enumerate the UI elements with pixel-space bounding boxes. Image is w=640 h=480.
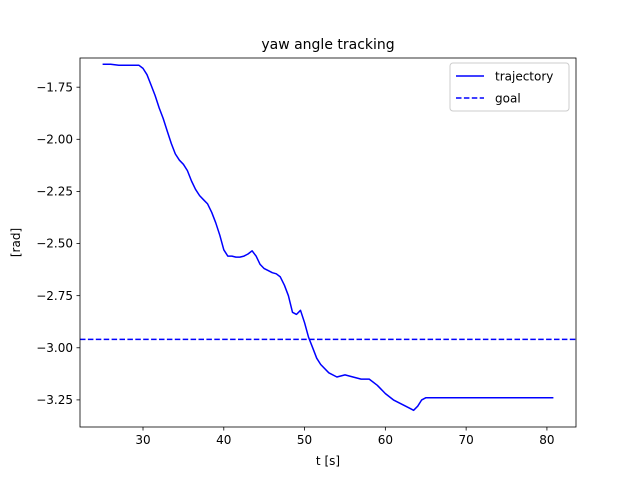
legend: trajectory goal — [449, 62, 570, 112]
y-axis-label: [rad] — [9, 228, 23, 257]
y-tick-label: −2.75 — [36, 289, 73, 303]
x-tick-label: 80 — [539, 433, 554, 447]
y-tick-label: −2.00 — [36, 133, 73, 147]
legend-box — [449, 62, 570, 112]
x-tick-label: 30 — [135, 433, 150, 447]
series-trajectory — [102, 63, 554, 412]
chart-title: yaw angle tracking — [261, 37, 394, 53]
x-tick-label: 60 — [378, 433, 393, 447]
y-tick-label: −2.25 — [36, 185, 73, 199]
x-axis: 30 40 50 60 70 80 — [135, 427, 555, 447]
legend-label-goal: goal — [495, 92, 521, 106]
x-axis-label: t [s] — [316, 454, 340, 468]
x-tick-label: 40 — [216, 433, 231, 447]
x-tick-label: 70 — [458, 433, 473, 447]
x-tick-label: 50 — [297, 433, 312, 447]
y-tick-label: −3.25 — [36, 393, 73, 407]
y-axis: −1.75 −2.00 −2.25 −2.50 −2.75 −3.00 −3.25 — [36, 80, 80, 407]
y-tick-label: −2.50 — [36, 237, 73, 251]
y-tick-label: −1.75 — [36, 80, 73, 94]
y-tick-label: −3.00 — [36, 341, 73, 355]
series-layer — [80, 63, 576, 412]
legend-label-trajectory: trajectory — [495, 70, 553, 84]
plot-frame — [79, 57, 577, 428]
